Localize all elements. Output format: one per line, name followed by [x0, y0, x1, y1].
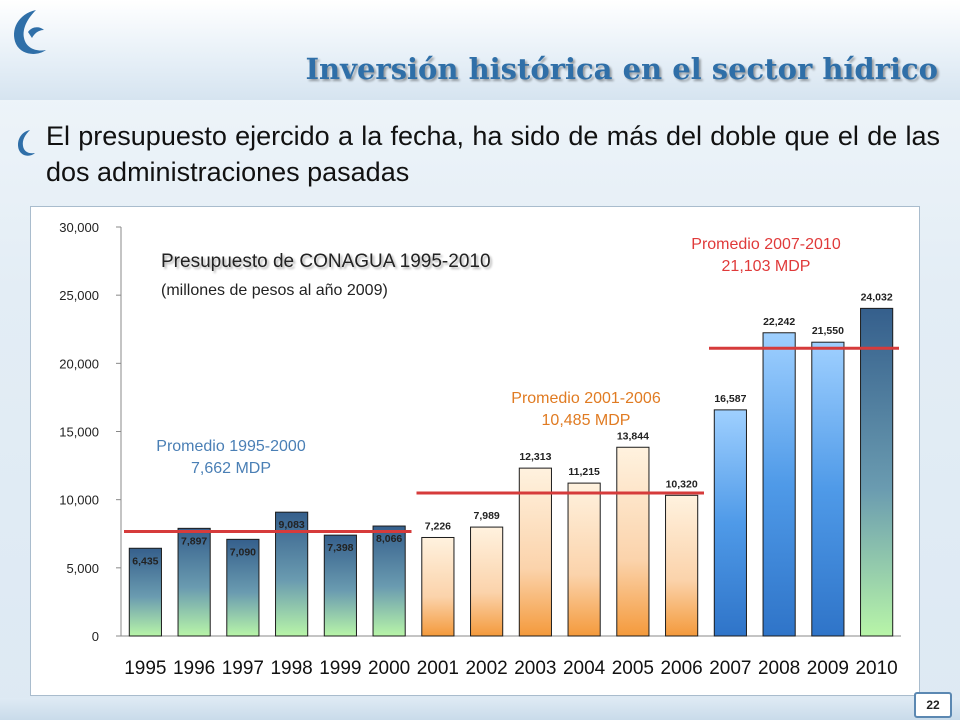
- x-tick-label: 2007: [709, 658, 751, 679]
- bar-2000: [372, 525, 406, 637]
- slide-title: Inversión histórica en el sector hídrico: [305, 52, 938, 86]
- data-label: 7,398: [327, 542, 353, 554]
- bar-2006: [665, 494, 699, 637]
- bar-2001: [421, 536, 455, 637]
- y-tick-label: 25,000: [59, 288, 99, 303]
- data-label: 7,090: [230, 546, 256, 558]
- data-label: 13,844: [617, 430, 649, 442]
- bar-2007: [713, 409, 747, 637]
- budget-bar-chart: 0 5,000 10,000 15,000 20,000 25,000 30,000 1995…: [59, 220, 901, 679]
- bullet-logo-icon: [18, 130, 35, 156]
- data-label: 7,226: [425, 520, 451, 532]
- average-label-period: Promedio 1995-2000: [156, 438, 306, 455]
- average-label-period: Promedio 2007-2010: [691, 236, 841, 253]
- data-label: 9,083: [278, 519, 304, 531]
- conagua-logo-icon: [14, 10, 46, 54]
- data-label: 7,989: [473, 510, 499, 522]
- y-tick-label: 30,000: [59, 220, 99, 235]
- bar-2005: [616, 446, 650, 637]
- x-tick-label: 2003: [514, 658, 556, 679]
- bar-2004: [567, 482, 601, 637]
- x-tick-label: 2002: [465, 658, 507, 679]
- data-label: 24,032: [861, 291, 893, 303]
- y-tick-label: 20,000: [59, 356, 99, 371]
- page-number: 22: [914, 692, 952, 718]
- footer-band: [0, 698, 960, 720]
- average-label-value: 10,485 MDP: [542, 412, 631, 429]
- x-tick-label: 2000: [368, 658, 410, 679]
- chart-title: Presupuesto de CONAGUA 1995-2010: [161, 251, 491, 272]
- x-tick-label: 2010: [855, 658, 897, 679]
- x-tick-label: 1997: [222, 658, 264, 679]
- y-tick-label: 15,000: [59, 425, 99, 440]
- x-tick-label: 2009: [807, 658, 849, 679]
- x-tick-label: 1996: [173, 658, 215, 679]
- chart-panel: 0 5,000 10,000 15,000 20,000 25,000 30,000 1995…: [30, 206, 920, 696]
- bar-2002: [470, 526, 504, 637]
- bar-2003: [518, 467, 552, 637]
- data-label: 11,215: [568, 466, 600, 478]
- bar-1996: [177, 527, 211, 637]
- data-label: 21,550: [812, 325, 844, 337]
- average-label-value: 7,662 MDP: [191, 460, 271, 477]
- bar-2010: [860, 307, 894, 637]
- average-label-value: 21,103 MDP: [722, 258, 811, 275]
- data-label: 22,242: [763, 316, 795, 328]
- bar-1997: [226, 538, 260, 637]
- data-label: 8,066: [376, 533, 402, 545]
- data-label: 12,313: [519, 451, 551, 463]
- bar-1995: [128, 547, 162, 637]
- average-label-period: Promedio 2001-2006: [511, 390, 661, 407]
- header-band: [0, 0, 960, 100]
- x-tick-label: 2004: [563, 658, 606, 679]
- x-tick-label: 2006: [660, 658, 702, 679]
- x-tick-label: 1995: [124, 658, 166, 679]
- bar-2009: [811, 341, 845, 637]
- x-tick-label: 2001: [417, 658, 459, 679]
- data-label: 10,320: [666, 478, 698, 490]
- data-label: 6,435: [132, 555, 158, 567]
- x-tick-label: 1998: [270, 658, 312, 679]
- y-tick-label: 10,000: [59, 493, 99, 508]
- x-tick-label: 2005: [612, 658, 654, 679]
- x-tick-label: 1999: [319, 658, 361, 679]
- bullet-text: El presupuesto ejercido a la fecha, ha s…: [46, 121, 940, 187]
- data-label: 7,897: [181, 535, 207, 547]
- chart-subtitle: (millones de pesos al año 2009): [161, 282, 388, 299]
- bar-2008: [762, 332, 796, 637]
- y-tick-label: 5,000: [66, 561, 99, 576]
- x-tick-label: 2008: [758, 658, 800, 679]
- data-label: 16,587: [714, 393, 746, 405]
- bar-1999: [323, 534, 357, 637]
- y-tick-label: 0: [92, 629, 99, 644]
